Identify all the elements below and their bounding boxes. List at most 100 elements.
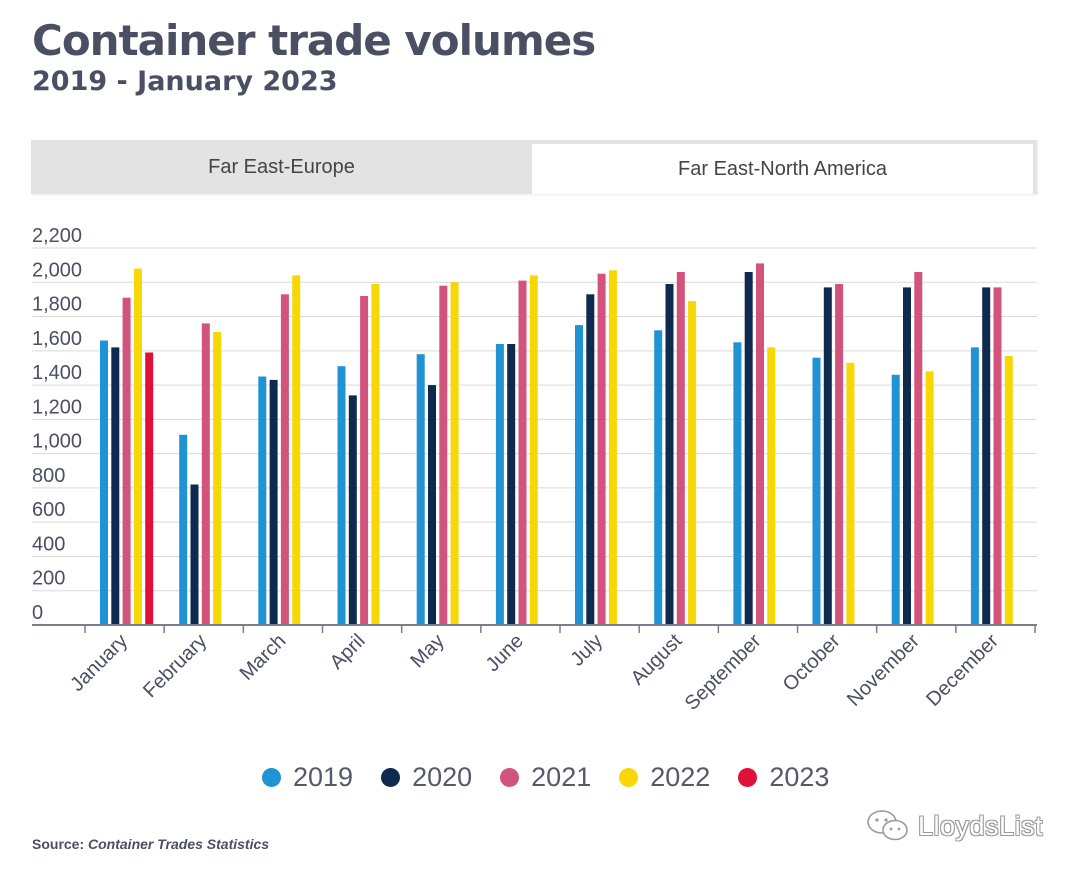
source-label: Source: xyxy=(32,836,85,852)
chat-bubbles-icon xyxy=(867,810,908,841)
chart-title: Container trade volumes xyxy=(32,16,596,65)
legend-swatch-2023 xyxy=(738,768,758,787)
bar-2020-september xyxy=(744,272,753,625)
legend-item-2020[interactable]: 2020 xyxy=(381,762,472,793)
bar-2019-august xyxy=(654,330,663,625)
x-tick-label-may: May xyxy=(407,630,449,672)
trade-route-tabs: Far East-Europe Far East-North America xyxy=(31,140,1037,194)
y-axis: 0 200 400 600 800 1,000 1,200 1,400 1,600 1,800 2,… xyxy=(32,225,82,624)
y-tick-label: 1,000 xyxy=(32,431,82,453)
bar-2019-february xyxy=(179,434,188,625)
y-tick-label: 2,000 xyxy=(32,259,82,281)
bar-2021-january xyxy=(122,297,131,625)
legend-swatch-2019 xyxy=(262,768,281,787)
bar-2019-june xyxy=(495,344,504,625)
y-tick-label: 200 xyxy=(32,568,65,590)
x-tick-label-october: October xyxy=(779,630,845,696)
bar-2021-june xyxy=(518,280,527,625)
bar-2021-october xyxy=(835,284,844,625)
bar-2020-may xyxy=(428,385,436,625)
bar-2021-november xyxy=(914,272,923,625)
bar-2020-august xyxy=(665,284,674,625)
legend-label-2020: 2020 xyxy=(412,762,473,792)
x-tick-label-april: April xyxy=(326,630,370,674)
bar-2021-april xyxy=(360,296,369,625)
y-tick-label: 2,200 xyxy=(32,225,82,247)
y-tick-label: 400 xyxy=(32,533,65,555)
bar-2019-july xyxy=(575,325,583,625)
y-tick-label: 1,800 xyxy=(32,294,82,316)
bar-2022-march xyxy=(292,275,301,625)
bar-2022-february xyxy=(213,332,222,625)
bar-2021-may xyxy=(439,285,448,625)
bar-2023-january xyxy=(145,352,154,625)
x-tick-label-march: March xyxy=(236,630,291,685)
legend-item-2022[interactable]: 2022 xyxy=(619,762,710,793)
bar-2022-may xyxy=(450,282,459,625)
legend-label-2021: 2021 xyxy=(531,762,592,792)
x-tick-label-january: January xyxy=(66,630,132,696)
bar-2020-july xyxy=(586,294,595,625)
bar-2019-may xyxy=(416,354,425,625)
y-tick-label: 1,200 xyxy=(32,396,82,418)
source-value: Container Trades Statistics xyxy=(88,836,270,852)
bar-2022-september xyxy=(767,347,776,625)
watermark-text: LloydsList xyxy=(918,810,1044,841)
bar-2022-july xyxy=(608,270,617,625)
bar-2021-september xyxy=(756,263,764,625)
legend-swatch-2021 xyxy=(500,768,520,787)
bar-2019-april xyxy=(337,366,346,625)
y-tick-label: 800 xyxy=(32,465,65,487)
x-axis: January February March April May June July Augu… xyxy=(32,624,1037,715)
bar-2020-february xyxy=(190,484,199,625)
legend-label-2022: 2022 xyxy=(650,762,711,792)
legend-item-2021[interactable]: 2021 xyxy=(500,762,591,793)
bar-2022-october xyxy=(846,362,855,625)
legend-item-2023[interactable]: 2023 xyxy=(738,762,829,793)
tab-far-east-europe[interactable]: Far East-Europe xyxy=(208,155,355,178)
bar-2021-february xyxy=(201,323,210,625)
legend-item-2019[interactable]: 2019 xyxy=(262,762,353,793)
bar-2021-july xyxy=(597,273,606,625)
bar-2022-december xyxy=(1004,356,1013,625)
bar-2022-january xyxy=(133,268,142,625)
bar-2020-december xyxy=(982,287,991,625)
legend-label-2019: 2019 xyxy=(293,762,354,792)
x-tick-label-july: July xyxy=(566,630,607,671)
source-note: Source: Container Trades Statistics xyxy=(32,836,269,852)
bar-2021-march xyxy=(280,294,289,625)
bar-2022-november xyxy=(925,371,934,625)
bar-2020-june xyxy=(507,344,516,625)
x-tick-label-september: September xyxy=(681,630,766,715)
chart-subtitle: 2019 - January 2023 xyxy=(32,66,338,97)
bar-2019-september xyxy=(733,342,742,626)
bar-2021-december xyxy=(993,287,1002,625)
bar-2019-january xyxy=(100,340,108,625)
legend-label-2023: 2023 xyxy=(769,762,830,792)
bar-2019-march xyxy=(258,376,267,625)
y-tick-label: 1,600 xyxy=(32,328,82,350)
x-tick-label-december: December xyxy=(922,630,1003,711)
bar-2019-october xyxy=(812,357,821,625)
x-tick-label-november: November xyxy=(843,630,924,711)
legend: 2019 2020 2021 2022 2023 xyxy=(262,762,829,793)
tab-far-east-north-america[interactable]: Far East-North America xyxy=(532,144,1033,194)
bar-2020-march xyxy=(269,379,278,625)
bars xyxy=(100,263,1013,626)
watermark: LloydsList xyxy=(866,808,1043,844)
x-tick-label-august: August xyxy=(627,630,687,690)
x-tick-label-february: February xyxy=(139,630,211,702)
legend-swatch-2022 xyxy=(619,768,639,787)
bar-2020-november xyxy=(903,287,911,625)
y-tick-label: 0 xyxy=(32,602,43,624)
bar-2022-august xyxy=(688,301,697,625)
bar-2020-april xyxy=(348,395,357,625)
bar-2019-november xyxy=(891,374,900,625)
bar-2019-december xyxy=(970,347,979,625)
x-tick-label-june: June xyxy=(482,630,528,676)
bar-2021-august xyxy=(676,272,685,625)
legend-swatch-2020 xyxy=(381,768,401,787)
y-tick-label: 1,400 xyxy=(32,362,82,384)
y-tick-label: 600 xyxy=(32,499,65,521)
